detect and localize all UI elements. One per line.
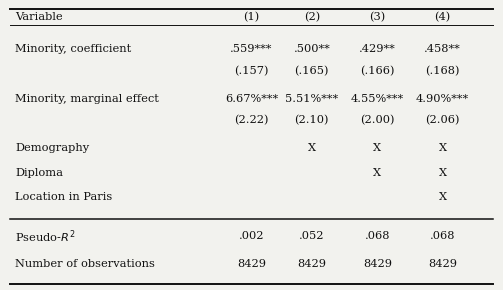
Text: 8429: 8429 [363, 259, 392, 269]
Text: (3): (3) [369, 12, 385, 22]
Text: Demography: Demography [15, 143, 89, 153]
Text: .429**: .429** [359, 44, 396, 54]
Text: (2.06): (2.06) [426, 115, 460, 126]
Text: .068: .068 [365, 231, 390, 241]
Text: .500**: .500** [293, 44, 330, 54]
Text: (.168): (.168) [426, 66, 460, 76]
Text: Pseudo-$R^2$: Pseudo-$R^2$ [15, 228, 75, 245]
Text: 6.67%***: 6.67%*** [225, 94, 278, 104]
Text: (2.00): (2.00) [360, 115, 394, 126]
Text: (.157): (.157) [234, 66, 269, 76]
Text: X: X [308, 143, 316, 153]
Text: .458**: .458** [424, 44, 461, 54]
Text: Minority, marginal effect: Minority, marginal effect [15, 94, 159, 104]
Text: X: X [439, 168, 447, 177]
Text: Variable: Variable [15, 12, 63, 22]
Text: X: X [373, 143, 381, 153]
Text: .002: .002 [239, 231, 264, 241]
Text: Location in Paris: Location in Paris [15, 192, 112, 202]
Text: (2.22): (2.22) [234, 115, 269, 126]
Text: (.165): (.165) [295, 66, 329, 76]
Text: X: X [439, 143, 447, 153]
Text: (4): (4) [435, 12, 451, 22]
Text: (2): (2) [304, 12, 320, 22]
Text: 4.90%***: 4.90%*** [416, 94, 469, 104]
Text: 8429: 8429 [297, 259, 326, 269]
Text: 5.51%***: 5.51%*** [285, 94, 339, 104]
Text: .052: .052 [299, 231, 324, 241]
Text: 8429: 8429 [428, 259, 457, 269]
Text: Minority, coefficient: Minority, coefficient [15, 44, 131, 54]
Text: X: X [373, 168, 381, 177]
Text: (1): (1) [243, 12, 260, 22]
Text: X: X [439, 192, 447, 202]
Text: (.166): (.166) [360, 66, 394, 76]
Text: 8429: 8429 [237, 259, 266, 269]
Text: (2.10): (2.10) [295, 115, 329, 126]
Text: Diploma: Diploma [15, 168, 63, 177]
Text: .559***: .559*** [230, 44, 273, 54]
Text: 4.55%***: 4.55%*** [351, 94, 404, 104]
Text: Number of observations: Number of observations [15, 259, 155, 269]
Text: .068: .068 [430, 231, 455, 241]
